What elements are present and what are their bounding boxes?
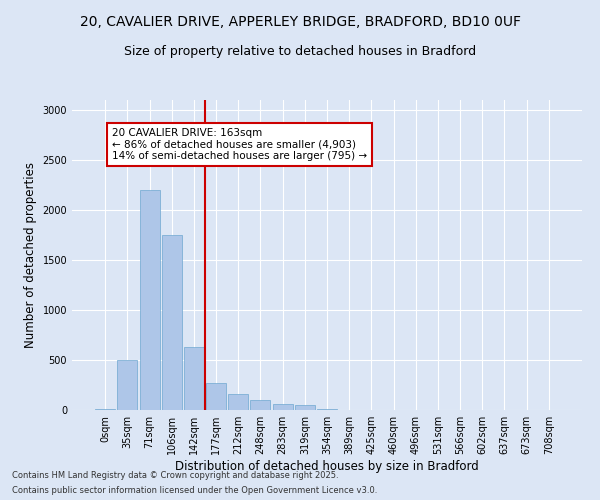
Bar [206, 383, 226, 410]
X-axis label: Distribution of detached houses by size in Bradford: Distribution of detached houses by size … [175, 460, 479, 473]
Text: Contains HM Land Registry data © Crown copyright and database right 2025.: Contains HM Land Registry data © Crown c… [12, 471, 338, 480]
Y-axis label: Number of detached properties: Number of detached properties [24, 162, 37, 348]
Text: Size of property relative to detached houses in Bradford: Size of property relative to detached ho… [124, 45, 476, 58]
Text: 20, CAVALIER DRIVE, APPERLEY BRIDGE, BRADFORD, BD10 0UF: 20, CAVALIER DRIVE, APPERLEY BRIDGE, BRA… [79, 15, 521, 29]
Bar [118, 360, 137, 410]
Text: Contains public sector information licensed under the Open Government Licence v3: Contains public sector information licen… [12, 486, 377, 495]
Bar [162, 235, 182, 410]
Bar [140, 190, 160, 410]
Bar [250, 400, 271, 410]
Bar [317, 409, 337, 410]
Bar [272, 404, 293, 410]
Bar [295, 405, 315, 410]
Bar [184, 346, 204, 410]
Bar [95, 409, 115, 410]
Bar [228, 394, 248, 410]
Text: 20 CAVALIER DRIVE: 163sqm
← 86% of detached houses are smaller (4,903)
14% of se: 20 CAVALIER DRIVE: 163sqm ← 86% of detac… [112, 128, 367, 161]
